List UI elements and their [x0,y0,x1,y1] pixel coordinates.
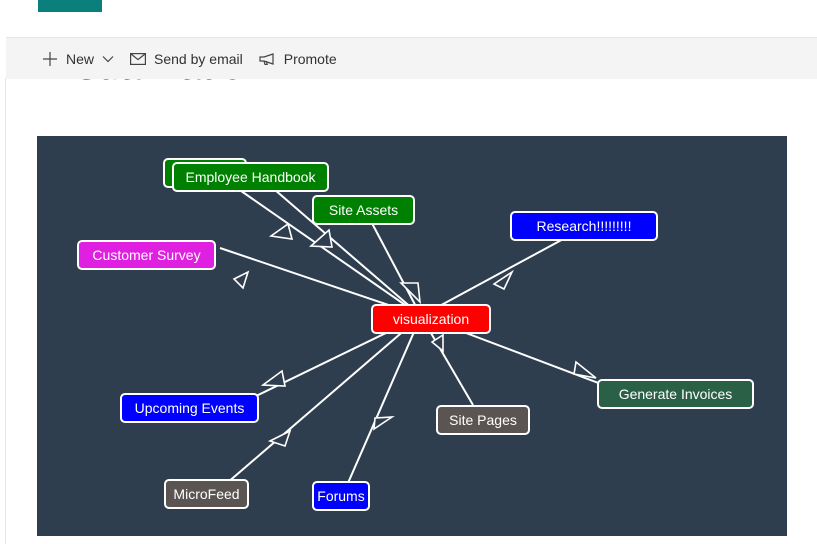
graph-node-forums[interactable]: Forums [312,481,370,511]
promote-label: Promote [283,50,337,67]
graph-edges [219,176,610,484]
graph-node-employee-handbook[interactable]: Employee Handbook [172,162,329,192]
graph-canvas: visualization Employee Handbook Site Ass… [37,136,787,536]
send-by-email-label: Send by email [154,50,243,67]
new-button[interactable]: New [42,38,114,79]
send-by-email-button[interactable]: Send by email [130,38,243,79]
command-bar: New Send by email Promote [6,37,817,79]
graph-node-site-pages[interactable]: Site Pages [436,405,530,435]
megaphone-icon [259,52,274,65]
graph-node-generate-invoices[interactable]: Generate Invoices [597,379,754,409]
site-logo[interactable] [38,0,102,12]
new-button-label: New [66,50,95,67]
plus-icon [43,51,57,66]
graph-node-visualization[interactable]: visualization [371,304,491,334]
site-header [0,0,817,37]
mail-icon [130,52,147,65]
graph-node-microfeed[interactable]: MicroFeed [164,479,249,509]
graph-node-customer-survey[interactable]: Customer Survey [77,240,216,270]
promote-button[interactable]: Promote [259,38,337,79]
graph-node-research[interactable]: Research!!!!!!!!! [510,211,658,241]
chevron-down-icon[interactable] [102,55,114,63]
content-divider [5,78,6,544]
graph-node-upcoming-events[interactable]: Upcoming Events [120,393,259,423]
graph-node-site-assets[interactable]: Site Assets [312,195,415,225]
